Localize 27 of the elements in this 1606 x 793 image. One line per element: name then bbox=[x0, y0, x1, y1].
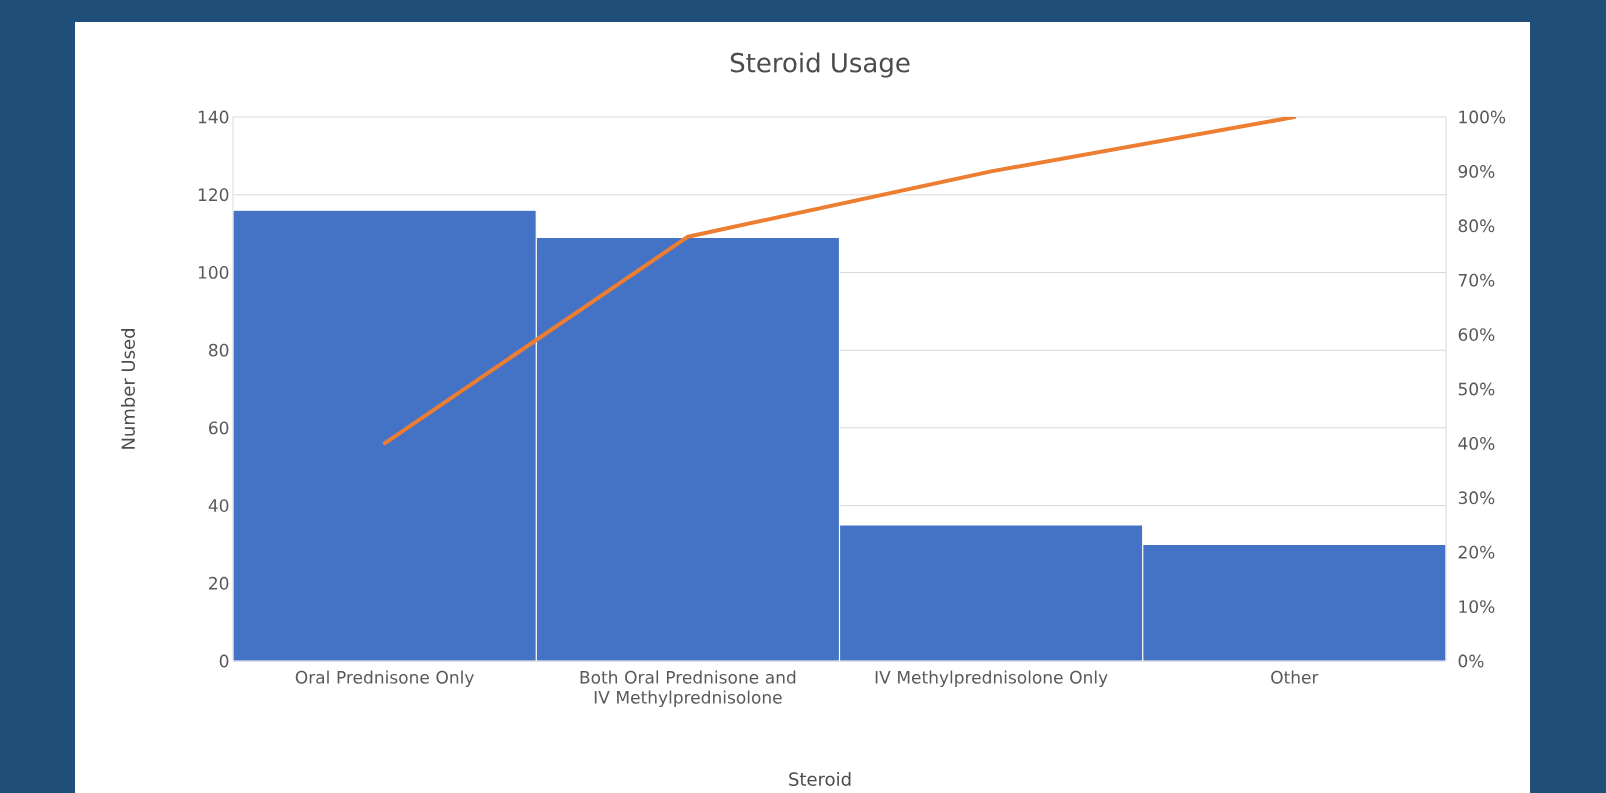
y-tick-label: 0 bbox=[219, 654, 229, 668]
y2-tick-label: 30% bbox=[1458, 491, 1495, 505]
y2-tick-label: 80% bbox=[1458, 219, 1495, 233]
y2-tick-label: 0% bbox=[1458, 654, 1484, 668]
line-series bbox=[382, 117, 1297, 446]
y-tick-label: 40 bbox=[208, 499, 229, 512]
x-tick-label: IV Methylprednisolone Only bbox=[875, 670, 1108, 687]
y-axis-title: Number Used bbox=[121, 329, 135, 449]
y-tick-label: 80 bbox=[209, 343, 229, 357]
x-tick-label: Both Oral Prednisone and IV Methylprednisolone bbox=[580, 670, 796, 707]
x-tick-label: Oral Prednisone Only bbox=[295, 670, 474, 687]
y-tick-label: 20 bbox=[209, 576, 229, 590]
y2-tick-label: 20% bbox=[1458, 545, 1495, 559]
y2-tick-label: 100% bbox=[1459, 110, 1506, 124]
y2-tick-label: 50% bbox=[1458, 382, 1495, 396]
y-tick-label: 140 bbox=[198, 110, 229, 124]
y2-tick-label: 40% bbox=[1458, 436, 1495, 450]
x-tick-label: Other bbox=[1271, 670, 1319, 684]
y2-tick-label: 70% bbox=[1458, 273, 1495, 287]
y-tick-label: 60 bbox=[209, 421, 229, 435]
y2-tick-label: 60% bbox=[1458, 328, 1495, 342]
y-tick-label: 100 bbox=[198, 265, 229, 279]
x-axis-title: Steroid bbox=[789, 772, 851, 786]
y-tick-label: 120 bbox=[198, 188, 229, 202]
y2-tick-label: 10% bbox=[1459, 600, 1495, 614]
chart-title: Steroid Usage bbox=[730, 52, 910, 78]
y2-tick-label: 90% bbox=[1458, 164, 1495, 178]
